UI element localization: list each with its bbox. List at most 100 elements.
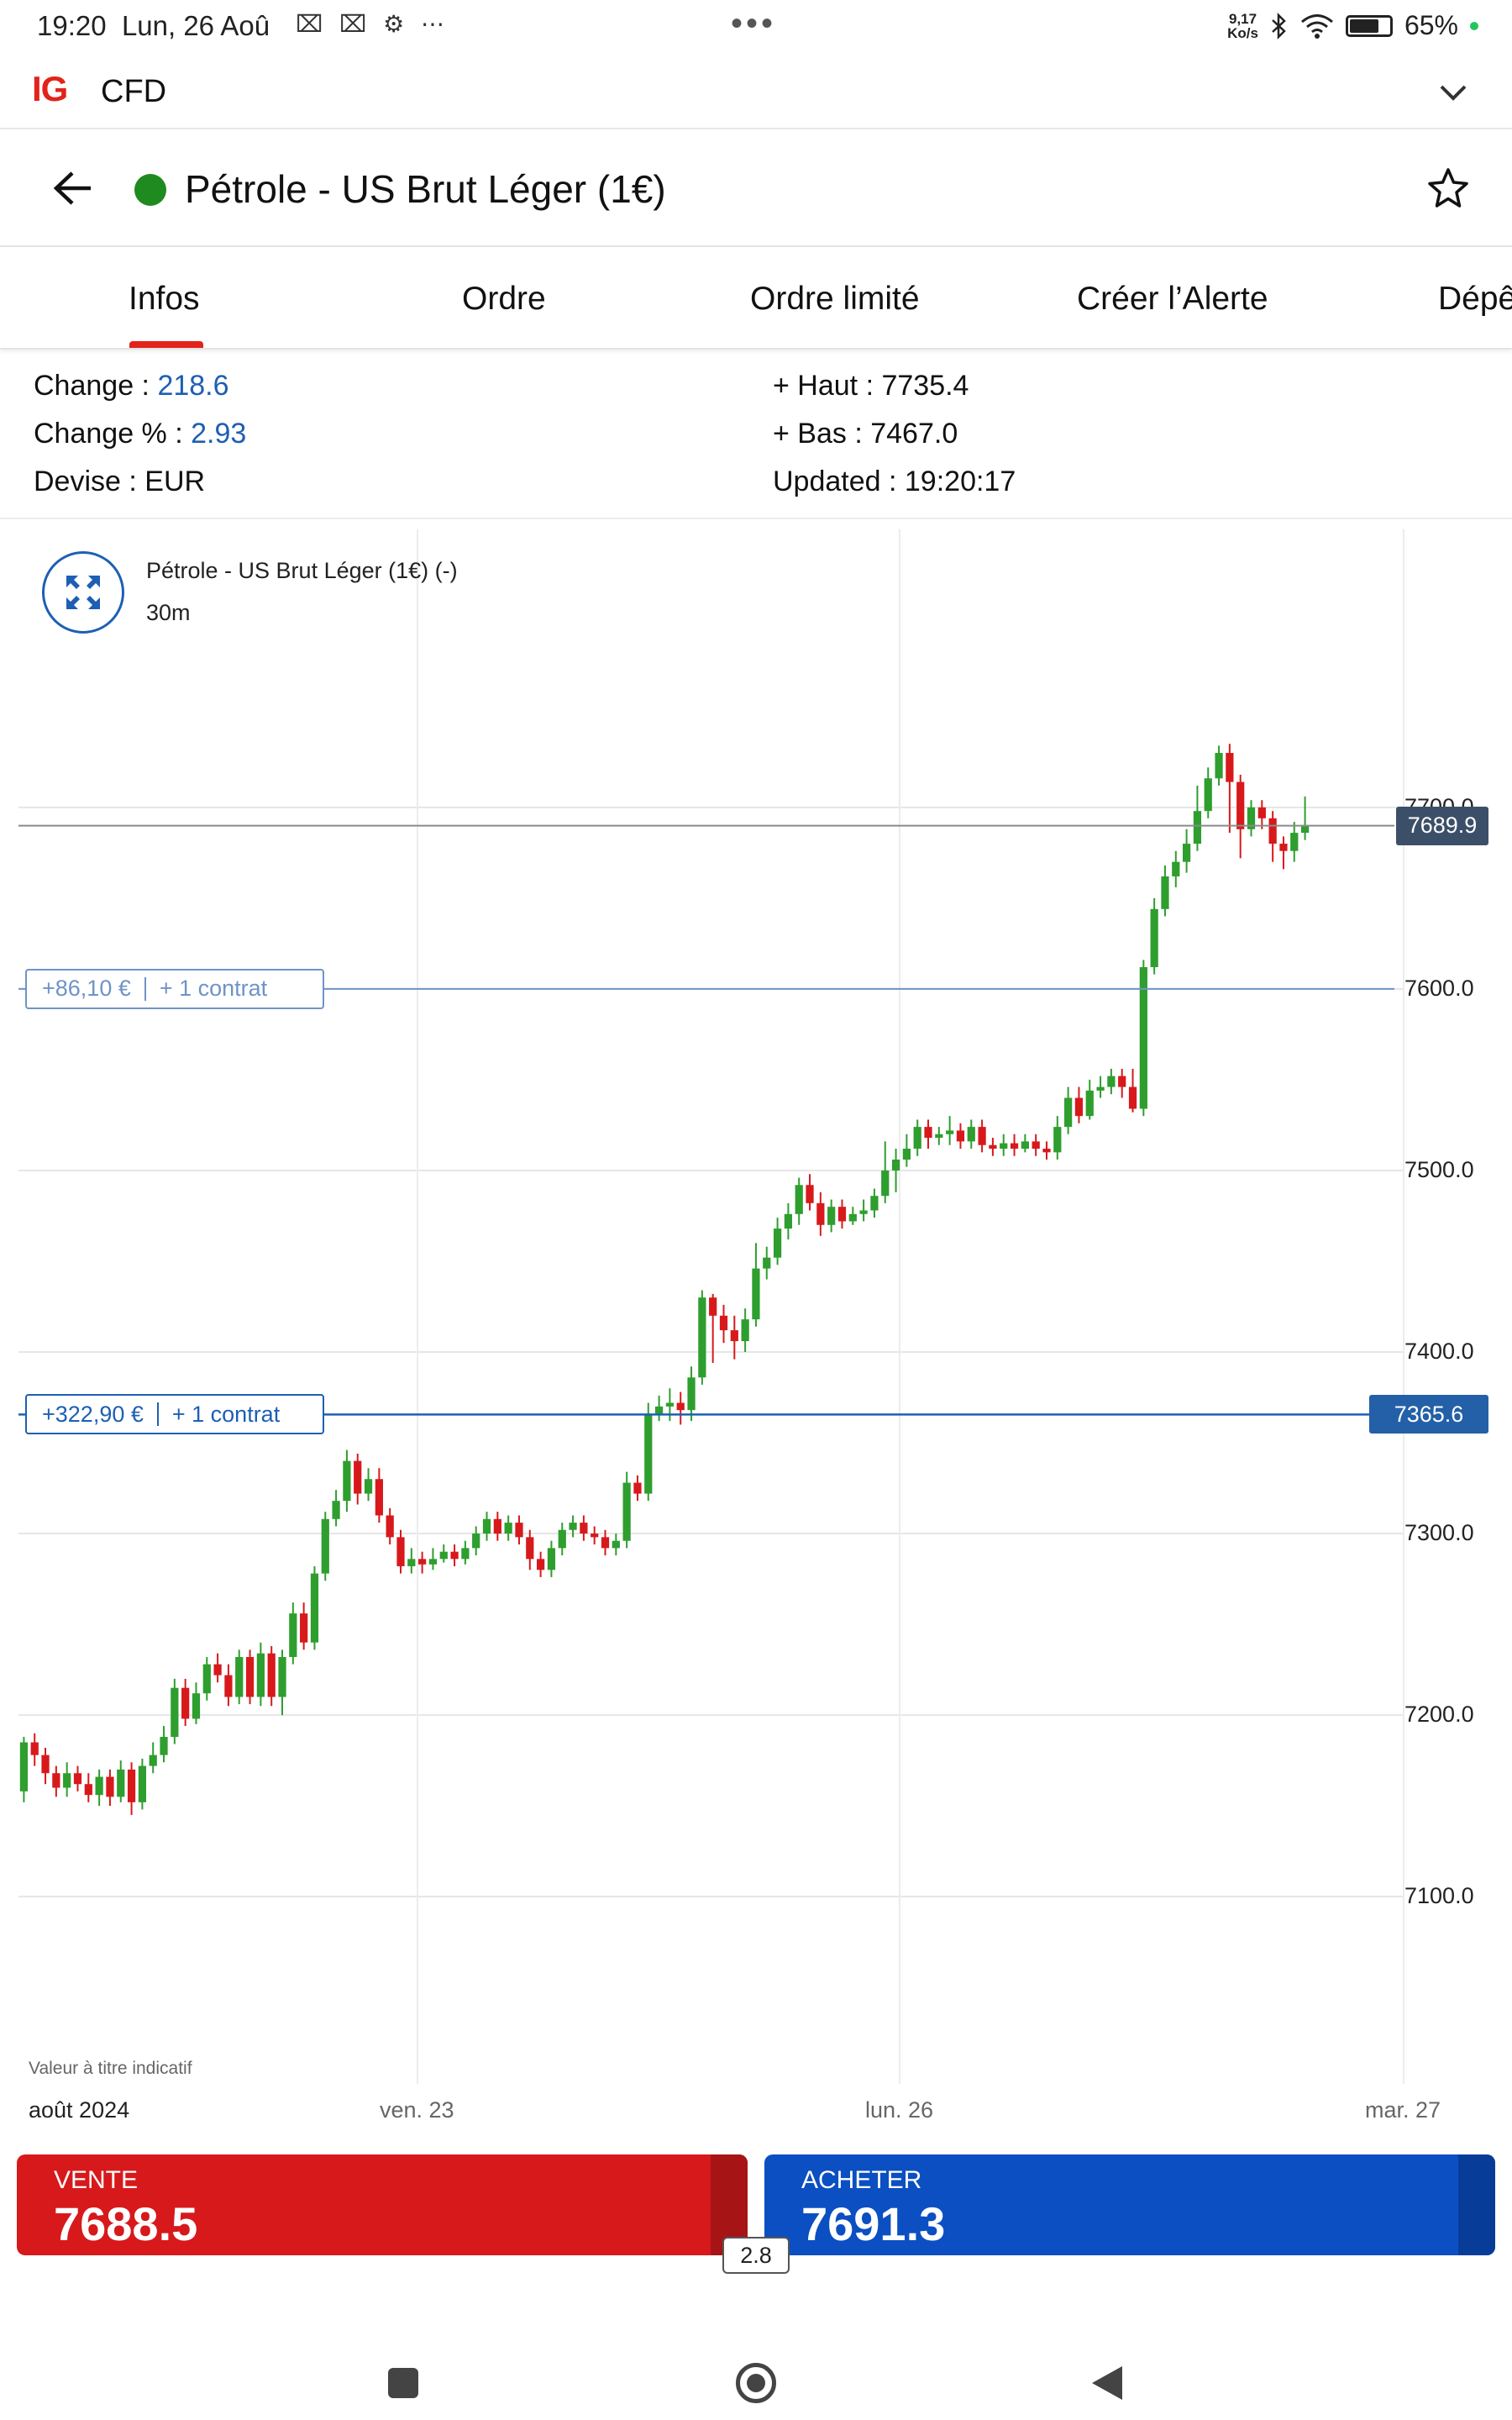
account-type-label[interactable]: CFD — [101, 74, 167, 109]
back-arrow-icon[interactable] — [52, 170, 94, 207]
candle-body — [192, 1693, 201, 1719]
candle — [41, 1748, 50, 1785]
position-size: + 1 contrat — [159, 976, 268, 1002]
candle-body — [859, 1210, 868, 1214]
candle — [763, 1246, 771, 1280]
candle — [633, 1475, 642, 1502]
chart-interval[interactable]: 30m — [146, 600, 191, 625]
candle-body — [332, 1501, 340, 1519]
star-icon[interactable] — [1426, 166, 1470, 210]
candle-body — [591, 1534, 599, 1538]
chevron-down-icon[interactable] — [1438, 77, 1468, 108]
candle — [202, 1656, 211, 1701]
price-chart[interactable]: Pétrole - US Brut Léger (1€) (-) 30m 770… — [0, 521, 1512, 2143]
candle — [364, 1468, 373, 1502]
candle — [967, 1119, 975, 1150]
candle — [192, 1682, 201, 1724]
candle — [816, 1192, 825, 1236]
home-icon[interactable] — [736, 2363, 776, 2403]
candle-body — [795, 1185, 803, 1214]
chart-instrument-name: Pétrole - US Brut Léger (1€) (-) — [146, 558, 458, 583]
candle — [881, 1141, 890, 1203]
candle-body — [654, 1406, 664, 1414]
candlestick-chart[interactable] — [0, 521, 1512, 2143]
candle — [698, 1290, 706, 1385]
candle — [547, 1540, 556, 1577]
more-dots-icon[interactable]: ••• — [731, 5, 777, 42]
tab-ordre[interactable]: Ordre — [462, 281, 546, 317]
candle — [149, 1742, 157, 1774]
candle-body — [827, 1207, 836, 1225]
candle-body — [1074, 1097, 1084, 1117]
position-tag-2[interactable]: +322,90 € + 1 contrat — [25, 1394, 324, 1435]
candle-body — [278, 1656, 286, 1697]
candle-body — [719, 1315, 728, 1331]
candle — [428, 1548, 438, 1570]
candle-body — [310, 1573, 319, 1643]
candle — [580, 1515, 588, 1541]
candle — [924, 1119, 932, 1150]
candle — [1150, 897, 1158, 975]
status-time: 19:20 Lun, 26 Aoû — [37, 10, 270, 41]
candle-body — [687, 1377, 696, 1411]
candle-body — [676, 1402, 685, 1411]
instrument-title-bar: Pétrole - US Brut Léger (1€) — [0, 131, 1512, 247]
candle-body — [493, 1518, 501, 1534]
recent-apps-icon[interactable] — [388, 2368, 418, 2398]
x-axis-month: août 2024 — [29, 2097, 130, 2123]
candle-body — [1182, 844, 1191, 862]
app-header: IG CFD — [0, 59, 1512, 129]
candle — [1172, 850, 1180, 887]
candle-body — [1247, 807, 1256, 829]
info-change: Change : 218.6 — [34, 370, 229, 402]
candle — [773, 1218, 782, 1265]
position-size: + 1 contrat — [171, 1401, 281, 1427]
back-icon[interactable] — [1092, 2366, 1122, 2400]
candle-body — [63, 1773, 71, 1788]
candle — [1268, 811, 1277, 862]
candle-body — [1107, 1076, 1116, 1087]
buy-button[interactable]: ACHETER 7691.3 — [764, 2154, 1495, 2255]
sell-button[interactable]: VENTE 7688.5 — [17, 2154, 748, 2255]
candle-body — [73, 1773, 82, 1785]
candle-body — [763, 1257, 771, 1269]
position-tag-1[interactable]: +86,10 € + 1 contrat — [25, 968, 324, 1009]
candle — [1128, 1068, 1137, 1113]
candle-body — [1096, 1086, 1105, 1091]
candle — [482, 1512, 491, 1541]
tab-depeches[interactable]: Dépê — [1438, 281, 1512, 317]
tab-creer-alerte[interactable]: Créer l’Alerte — [1077, 281, 1268, 317]
candle-body — [1257, 807, 1266, 818]
fullscreen-button[interactable] — [42, 551, 124, 634]
tab-infos[interactable]: Infos — [129, 281, 200, 317]
active-tab-indicator — [129, 341, 203, 348]
candle-body — [1010, 1143, 1019, 1150]
candle — [1064, 1086, 1073, 1134]
candle — [676, 1392, 685, 1425]
candle-body — [612, 1540, 620, 1549]
market-info-panel: Change : 218.6 Change % : 2.93 Devise : … — [0, 351, 1512, 519]
system-nav-bar — [0, 2319, 1512, 2420]
tab-ordre-limite[interactable]: Ordre limité — [750, 281, 920, 317]
candle — [73, 1765, 82, 1791]
candle — [752, 1243, 760, 1327]
market-status-dot — [134, 174, 166, 206]
candle — [536, 1551, 545, 1577]
candle — [1021, 1134, 1029, 1153]
candle-body — [1139, 966, 1147, 1109]
candle — [1226, 744, 1234, 834]
candle-body — [935, 1134, 943, 1139]
candle-body — [881, 1170, 890, 1197]
candle — [84, 1773, 92, 1802]
candle-body — [989, 1144, 997, 1150]
battery-percent: 65% — [1404, 10, 1458, 40]
candle-body — [428, 1559, 438, 1565]
candle — [138, 1758, 147, 1810]
candle — [935, 1127, 943, 1145]
candle-body — [235, 1656, 244, 1697]
candle-body — [354, 1460, 362, 1494]
candle — [526, 1529, 534, 1570]
candle — [1139, 960, 1147, 1117]
candle — [332, 1490, 340, 1527]
candle — [181, 1678, 190, 1727]
